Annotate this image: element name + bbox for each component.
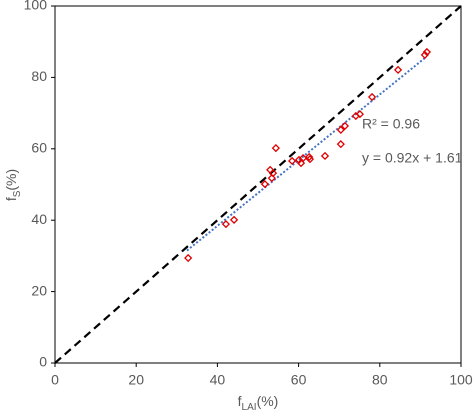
x-tick-label: 80 [372, 372, 388, 388]
x-tick-label: 0 [51, 372, 59, 388]
data-point [305, 152, 314, 162]
y-axis-label: fS(%) [3, 169, 23, 201]
x-tick-label: 100 [449, 372, 473, 388]
annotation: y = 0.92x + 1.61 [362, 150, 463, 166]
data-point [340, 121, 350, 131]
data-point [229, 215, 239, 224]
data-point [420, 50, 429, 60]
data-point [320, 151, 330, 161]
y-axis-label-suffix: (%) [3, 169, 19, 191]
x-tick-label: 40 [210, 372, 226, 388]
y-tick-label: 100 [24, 0, 48, 13]
data-point [336, 140, 345, 149]
data-point [287, 156, 297, 166]
y-tick-label: 0 [39, 354, 47, 370]
identity-line [54, 5, 462, 364]
data-point [184, 253, 193, 263]
x-tick-label: 20 [128, 372, 144, 388]
data-point [305, 155, 315, 164]
data-point [367, 92, 377, 102]
plot-frame [54, 5, 462, 364]
x-axis-label-suffix: (%) [257, 393, 279, 409]
annotation: R² = 0.96 [362, 116, 420, 132]
data-point [355, 110, 365, 119]
y-tick-label: 60 [31, 140, 47, 156]
y-axis-label-main: f [3, 197, 19, 201]
data-point [393, 65, 403, 75]
data-point [221, 220, 231, 229]
y-tick-label: 20 [31, 282, 47, 298]
data-point [260, 180, 270, 189]
trend-line [186, 55, 428, 252]
y-tick-label: 40 [31, 211, 47, 227]
data-point [336, 125, 345, 134]
x-tick-label: 60 [291, 372, 307, 388]
data-point [271, 143, 280, 153]
y-tick-label: 80 [31, 68, 47, 84]
x-axis-label-main: f [238, 393, 242, 409]
data-point [422, 47, 432, 57]
x-axis-label-sub: LAI [242, 402, 257, 413]
data-point [268, 168, 278, 178]
data-point [267, 173, 276, 183]
x-axis-label: fLAI(%) [238, 393, 279, 413]
y-axis-label-sub: S [12, 190, 23, 197]
